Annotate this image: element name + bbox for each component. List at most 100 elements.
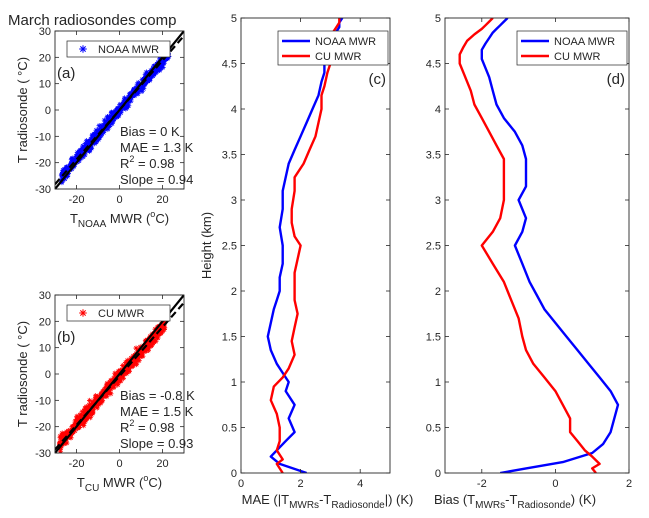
scatter-point (58, 435, 64, 441)
scatter-point (158, 323, 164, 329)
scatter-point (137, 354, 143, 360)
scatter-point (110, 381, 116, 387)
scatter-point (86, 138, 92, 144)
scatter-point (63, 439, 69, 445)
y-tick-label-d: 2 (435, 286, 441, 298)
scatter-point (136, 358, 142, 364)
series-line-d-1 (458, 18, 601, 473)
scatter-point (84, 414, 90, 421)
scatter-point (112, 108, 118, 114)
y-tick-label-c: 4 (231, 104, 237, 116)
scatter-point (123, 104, 129, 110)
scatter-point (90, 134, 96, 141)
stat-line-a: Bias = 0 K (120, 124, 180, 139)
y-tick-label-a: -30 (35, 184, 51, 196)
panel-b: -20 0 20 -30 -20 -10 0 10 20 30 CU MWR (b) Bias = -0… (15, 290, 195, 494)
scatter-point (60, 434, 66, 440)
scatter-point (158, 328, 164, 334)
x-tick-label-c: 4 (357, 478, 363, 490)
scatter-point (72, 428, 78, 434)
legend-label-a: NOAA MWR (98, 44, 159, 56)
stat-line-b: Slope = 0.93 (120, 436, 193, 451)
scatter-point (120, 105, 126, 112)
scatter-point (57, 448, 64, 453)
y-tick-label-d: 0 (435, 468, 441, 480)
x-tick-label-b: 0 (116, 458, 122, 470)
series-line-d-0 (480, 18, 620, 473)
scatter-point (104, 381, 110, 387)
scatter-point (121, 95, 128, 101)
y-tick-label-b: -30 (35, 448, 51, 460)
scatter-point (124, 101, 130, 108)
scatter-point (95, 402, 102, 408)
axes-box-c (240, 17, 391, 474)
scatter-point (62, 176, 68, 182)
scatter-point (81, 423, 87, 429)
scatter-point (133, 345, 139, 351)
legend-box-d (516, 30, 628, 66)
y-tick-label-c: 1 (231, 377, 237, 389)
scatter-point (104, 393, 110, 400)
scatter-point (80, 154, 86, 160)
scatter-point (86, 402, 92, 408)
plot-area-d (458, 18, 620, 473)
scatter-point (93, 393, 99, 399)
scatter-point (96, 398, 102, 404)
y-tick-label-b: 10 (39, 343, 51, 355)
y-tick-label-c: 2.5 (222, 241, 237, 253)
y-tick-label-b: 0 (45, 369, 51, 381)
scatter-point (114, 114, 120, 120)
y-tick-label-c: 2 (231, 286, 237, 298)
x-tick-label-b: -20 (69, 458, 85, 470)
scatter-point (103, 120, 109, 126)
scatter-point (94, 393, 101, 400)
panel-a: -20 0 20 -30 -20 -10 0 10 20 30 NOAA MWR (a) Bias = … (15, 26, 194, 230)
x-tick-label-c: 2 (298, 478, 304, 490)
scatter-point (115, 112, 121, 119)
scatter-point (150, 338, 157, 344)
legend-a: NOAA MWR (66, 40, 171, 58)
y-tick-label-d: 3.5 (426, 150, 441, 162)
panel-label-d: (d) (607, 71, 625, 88)
scatter-point (101, 117, 107, 123)
scatter-point (145, 347, 151, 353)
scatter-point (125, 94, 131, 100)
x-tick-label-a: 0 (116, 194, 122, 206)
y-tick-label-c: 5 (231, 13, 237, 25)
y-tick-label-a: 10 (39, 79, 51, 91)
scatter-point (77, 416, 83, 422)
scatter-point (152, 333, 158, 339)
stat-line-a: MAE = 1.3 K (120, 140, 194, 155)
scatter-point (123, 366, 129, 372)
y-axis-label-a: T radiosonde ( °C) (15, 57, 30, 163)
scatter-point (92, 399, 98, 405)
scatter-point (144, 78, 151, 84)
y-axis-label-c: Height (km) (199, 212, 214, 279)
scatter-point (76, 148, 82, 155)
scatter-point (93, 130, 99, 136)
scatter-point (73, 421, 79, 428)
x-axis-label-a: TNOAA MWR (oC) (70, 209, 169, 230)
scatter-point (104, 114, 111, 120)
y-tick-label-c: 4.5 (222, 59, 237, 71)
figure-title: March radiosondes comp (8, 12, 176, 29)
y-tick-label-a: -20 (35, 158, 51, 170)
scatter-point (93, 127, 99, 133)
x-axis-label-b: TCU MWR (oC) (77, 473, 162, 494)
y-tick-label-d: 1 (435, 377, 441, 389)
scatter-point (79, 413, 85, 419)
scatter-point (85, 147, 92, 153)
scatter-point (138, 351, 145, 357)
y-tick-label-d: 2.5 (426, 241, 441, 253)
scatter-point (75, 417, 81, 424)
scatter-point (82, 152, 88, 158)
scatter-point (88, 401, 94, 407)
scatter-point (64, 167, 70, 173)
y-tick-label-d: 0.5 (426, 423, 441, 435)
scatter-point (159, 326, 165, 332)
scatter-point (139, 76, 145, 83)
scatter-point (147, 77, 153, 84)
scatter-point (143, 340, 149, 347)
scatter-point (115, 382, 121, 388)
